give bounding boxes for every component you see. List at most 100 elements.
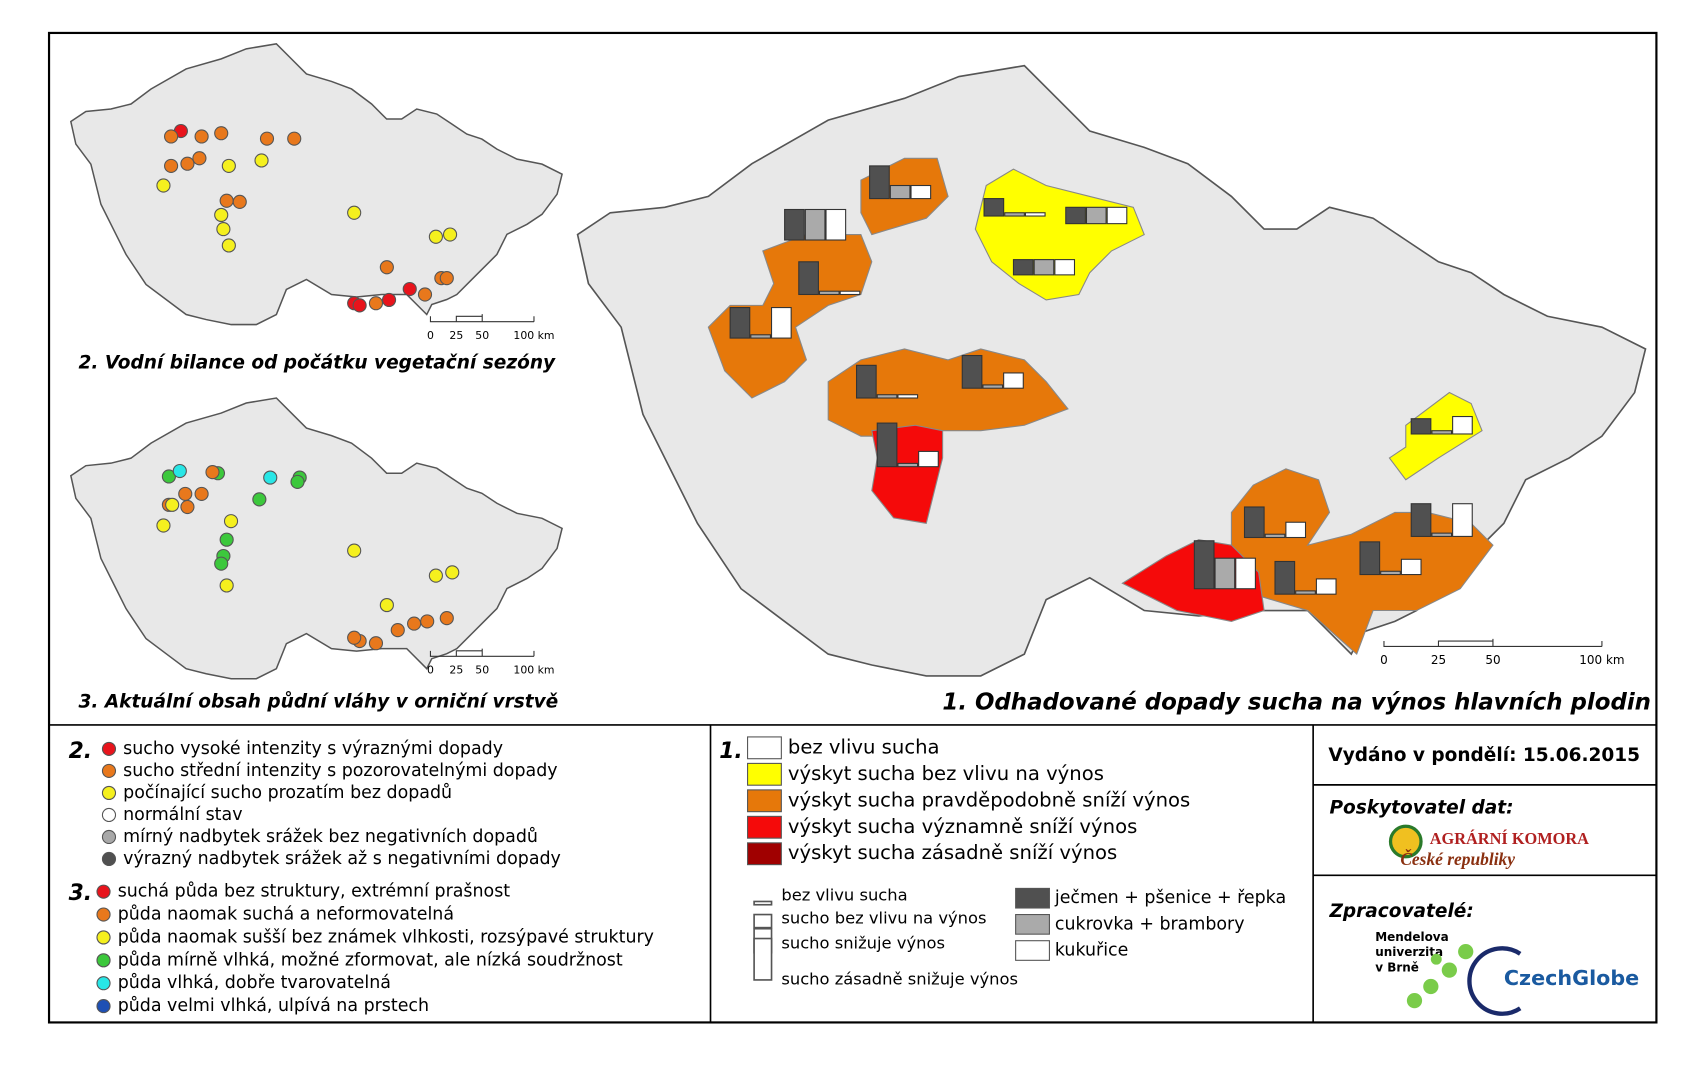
- crop-bar: [770, 307, 792, 339]
- station: [221, 238, 236, 253]
- legend-symbol: [96, 976, 111, 991]
- station: [263, 470, 278, 485]
- legend-label: sucho snižuje výnos: [781, 933, 945, 952]
- crop-bar: [825, 208, 847, 241]
- crop-bar: [918, 450, 939, 468]
- station: [214, 126, 229, 141]
- legend-label: sucho vysoké intenzity s výraznými dopad…: [123, 739, 503, 759]
- legend-label: ječmen + pšenice + řepka: [1054, 888, 1286, 908]
- legend-label: půda vlhká, dobře tvarovatelná: [118, 973, 391, 993]
- mendel-logo-text: v Brně: [1375, 960, 1419, 974]
- legend-symbol: [1015, 940, 1050, 961]
- crop-bar: [889, 184, 911, 200]
- crop-bar: [1193, 540, 1215, 590]
- crop-bar: [1431, 532, 1453, 537]
- crop-bar: [1295, 590, 1316, 595]
- station: [216, 222, 231, 237]
- crop-bar: [910, 184, 932, 200]
- crop-bar: [1410, 503, 1432, 537]
- station: [439, 611, 454, 626]
- legend-number: 2.: [69, 739, 92, 764]
- legend-label: výskyt sucha bez vlivu na výnos: [788, 762, 1104, 785]
- legend-label: normální stav: [123, 805, 242, 825]
- station: [368, 636, 384, 651]
- scale-label: 0: [1380, 653, 1388, 667]
- crop-bar: [1431, 430, 1453, 435]
- station: [368, 296, 384, 311]
- legend-symbol: [101, 741, 117, 756]
- crop-bar: [1012, 259, 1034, 276]
- legend-label: sucho zásadně snižuje výnos: [781, 969, 1018, 988]
- crop-bar: [818, 290, 840, 296]
- station: [194, 486, 209, 501]
- legend-label: suchá půda bez struktury, extrémní prašn…: [118, 882, 511, 902]
- scale-label: 0: [427, 329, 434, 342]
- scale-label: 50: [475, 663, 489, 676]
- legend-symbol: [101, 785, 117, 801]
- crop-bar: [869, 165, 890, 200]
- crop-bar: [1315, 578, 1337, 595]
- legend-symbol: [747, 736, 782, 760]
- station: [232, 194, 247, 209]
- station: [402, 281, 417, 297]
- station: [180, 156, 195, 171]
- legend-bar-symbol: [753, 937, 773, 981]
- legend-symbol: [747, 842, 782, 866]
- crop-bar: [798, 261, 819, 296]
- legend-label: výskyt sucha pravděpodobně sníží výnos: [788, 788, 1190, 811]
- station: [214, 207, 229, 223]
- czechglobe-logo-text: CzechGlobe: [1504, 966, 1639, 990]
- crop-bar: [729, 307, 751, 339]
- legend-label: sucho střední intenzity s pozorovatelným…: [123, 761, 557, 781]
- crop-bar: [983, 198, 1005, 217]
- scale-label: 100 km: [513, 329, 554, 342]
- provider-logo-text: AGRÁRNÍ KOMORA: [1430, 829, 1589, 848]
- legend-label: půda velmi vlhká, ulpívá na prstech: [118, 996, 429, 1016]
- station: [347, 543, 362, 558]
- station: [252, 492, 267, 507]
- station: [442, 227, 458, 242]
- station: [445, 565, 460, 580]
- scale-label: 50: [475, 329, 489, 342]
- station: [259, 131, 275, 146]
- station: [205, 465, 220, 480]
- crop-bar: [1033, 259, 1055, 276]
- legend-label: počínající sucho prozatím bez dopadů: [123, 783, 452, 803]
- legend-bar-symbol: [753, 900, 773, 906]
- legend-label: bez vlivu sucha: [781, 886, 907, 905]
- legend-symbol: [96, 999, 111, 1014]
- legend-symbol: [96, 907, 111, 922]
- scale-bar: [429, 314, 535, 323]
- stations: [156, 123, 460, 651]
- station: [347, 630, 362, 645]
- crop-bar: [1400, 558, 1422, 576]
- crop-bar: [1106, 206, 1128, 225]
- map-title: 1. Odhadované dopady sucha na výnos hlav…: [942, 690, 1651, 716]
- scale-label: 100 km: [1579, 653, 1624, 667]
- crop-bar: [855, 364, 877, 399]
- crop-bar: [1085, 206, 1107, 225]
- scale-bar: [1383, 638, 1603, 648]
- station: [221, 158, 236, 173]
- legend-label: výskyt sucha zásadně sníží výnos: [788, 841, 1117, 864]
- crop-bar: [1274, 560, 1296, 595]
- crop-bar: [1359, 541, 1381, 576]
- legend-label: půda naomak suchá a neformovatelná: [118, 905, 454, 925]
- station: [164, 158, 179, 173]
- crop-bar: [839, 290, 861, 296]
- crop-bar: [982, 384, 1004, 389]
- scale-label: 25: [1431, 653, 1446, 667]
- station: [381, 292, 397, 308]
- mendel-logo: [1406, 943, 1474, 1009]
- station: [379, 260, 394, 275]
- mendel-logo-text: Mendelova: [1375, 930, 1448, 944]
- station: [439, 271, 454, 286]
- scale-label: 25: [449, 663, 463, 676]
- legend-number: 1.: [719, 739, 742, 764]
- provider-logo: [1388, 824, 1423, 859]
- station: [417, 287, 433, 302]
- station: [287, 131, 302, 146]
- district: [1388, 391, 1483, 481]
- crop-bar: [1065, 206, 1086, 225]
- station: [254, 153, 269, 168]
